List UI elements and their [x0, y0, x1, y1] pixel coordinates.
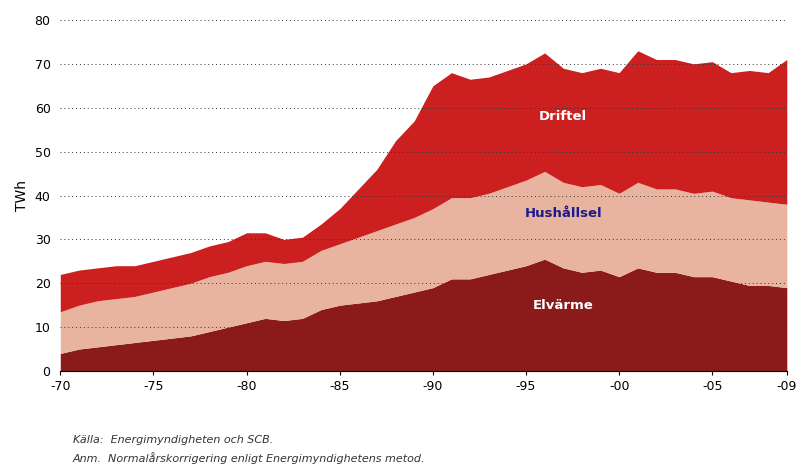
Text: Driftel: Driftel: [539, 110, 586, 123]
Text: Elvärme: Elvärme: [532, 299, 593, 312]
Text: Hushållsel: Hushållsel: [524, 206, 601, 219]
Y-axis label: TWh: TWh: [15, 180, 29, 211]
Text: Anm.  Normalårskorrigering enligt Energimyndighetens metod.: Anm. Normalårskorrigering enligt Energim…: [73, 452, 425, 464]
Text: Källa:  Energimyndigheten och SCB.: Källa: Energimyndigheten och SCB.: [73, 435, 273, 445]
